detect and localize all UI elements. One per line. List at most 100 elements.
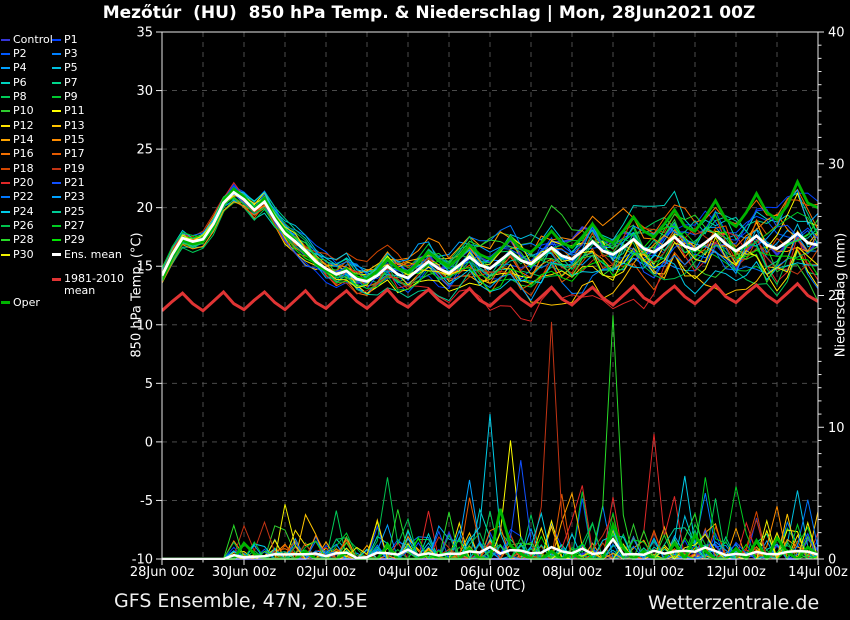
legend-label: P7 (64, 75, 78, 89)
left-tick-label: 30 (136, 84, 153, 99)
legend-item-p7: P7 (52, 76, 78, 89)
legend-swatch-p16 (1, 153, 10, 156)
legend-swatch-p7 (52, 81, 61, 84)
legend-label: P3 (64, 46, 78, 60)
legend-swatch-p12 (1, 124, 10, 127)
right-tick-label: 40 (828, 26, 845, 41)
x-tick-label: 14Jul 00z (788, 565, 848, 580)
legend-swatch-oper (1, 301, 10, 304)
legend-swatch-p24 (1, 210, 10, 213)
legend-item-oper: Oper (1, 296, 40, 309)
legend-swatch-p19 (52, 167, 61, 170)
legend-label: P22 (13, 190, 34, 204)
legend-label: P10 (13, 104, 34, 118)
x-tick-label: 30Jun 00z (212, 565, 277, 580)
legend-item-p3: P3 (52, 47, 78, 60)
legend-item-p1: P1 (52, 33, 78, 46)
legend-swatch-p1 (52, 38, 61, 41)
legend-swatch-p2 (1, 52, 10, 55)
legend-label: P28 (13, 233, 34, 247)
legend-item-p27: P27 (52, 220, 85, 233)
series-ens-mean-precip (162, 537, 818, 560)
legend-item-p14: P14 (1, 133, 34, 146)
legend-swatch-p26 (1, 225, 10, 228)
legend-item-p16: P16 (1, 148, 34, 161)
legend-label: P15 (64, 132, 85, 146)
footer-model-info: GFS Ensemble, 47N, 20.5E (114, 590, 368, 612)
legend-swatch-p5 (52, 67, 61, 70)
series-climate-mean-temp (162, 281, 818, 313)
legend-label: P26 (13, 219, 34, 233)
tick-labels: 35 30 25 20 15 10 5 0 -5 -10 40 30 20 10 0 28Jun 00z 30J… (130, 26, 848, 581)
legend-swatch-p6 (1, 81, 10, 84)
legend-item-p22: P22 (1, 191, 34, 204)
legend-item-p26: P26 (1, 220, 34, 233)
legend-label: P21 (64, 176, 85, 189)
series-p27-temp (162, 196, 818, 291)
legend-swatch-climate-mean (52, 278, 61, 281)
legend-label: P8 (13, 89, 27, 103)
legend-item-p17: P17 (52, 148, 85, 161)
legend-item-p24: P24 (1, 205, 34, 218)
legend-label: P20 (13, 176, 34, 189)
legend-item-p12: P12 (1, 119, 34, 132)
left-tick-label: 0 (145, 435, 153, 450)
legend-swatch-p29 (52, 239, 61, 242)
legend-item-p21: P21 (52, 177, 85, 190)
x-tick-label: 10Jul 00z (624, 565, 684, 580)
legend-label: P17 (64, 147, 85, 161)
legend-label: P24 (13, 204, 34, 218)
x-tick-label: 12Jul 00z (706, 565, 766, 580)
legend-label: P12 (13, 118, 34, 132)
right-tick-label: 20 (828, 289, 845, 304)
left-tick-label: -5 (140, 494, 153, 509)
left-tick-label: -10 (132, 553, 153, 568)
series-p24-temp (162, 189, 818, 295)
legend-item-p20: P20 (1, 177, 34, 190)
legend-label: P9 (64, 89, 78, 103)
x-tick-label: 04Jul 00z (378, 565, 438, 580)
legend-swatch-p22 (1, 196, 10, 199)
legend-swatch-p15 (52, 138, 61, 141)
right-tick-label: 10 (828, 421, 845, 436)
legend-label: 1981-2010 mean (64, 272, 124, 297)
legend-label: P2 (13, 46, 27, 60)
legend-label: P29 (64, 233, 85, 247)
legend-item-p11: P11 (52, 105, 85, 118)
legend-item-p19: P19 (52, 162, 85, 175)
legend-item-p25: P25 (52, 205, 85, 218)
legend-label: P18 (13, 161, 34, 175)
left-tick-label: 25 (136, 143, 153, 158)
x-axis-label: Date (UTC) (454, 579, 526, 594)
legend-label: P1 (64, 32, 78, 46)
x-tick-label: 06Jul 00z (460, 565, 520, 580)
legend-label: Oper (13, 295, 40, 309)
legend-swatch-control (1, 38, 10, 41)
left-tick-label: 10 (136, 318, 153, 333)
legend-swatch-p20 (1, 182, 10, 184)
left-tick-label: 15 (136, 260, 153, 275)
legend-swatch-p25 (52, 210, 61, 213)
legend-swatch-p10 (1, 110, 10, 113)
right-tick-label: 30 (828, 157, 845, 172)
legend-label: P11 (64, 104, 85, 118)
legend-swatch-ens-mean (52, 253, 61, 257)
legend-item-p6: P6 (1, 76, 27, 89)
legend-label: P4 (13, 61, 27, 75)
x-tick-label: 02Jul 00z (296, 565, 356, 580)
legend-item-p13: P13 (52, 119, 85, 132)
legend-label: Ens. mean (64, 247, 122, 261)
right-tick-label: 0 (828, 553, 836, 568)
left-tick-label: 35 (136, 26, 153, 41)
legend-swatch-p27 (52, 225, 61, 228)
legend-swatch-p4 (1, 67, 10, 70)
legend-label: P25 (64, 204, 85, 218)
legend-swatch-p13 (52, 124, 61, 127)
legend-label: P5 (64, 61, 78, 75)
legend-item-p23: P23 (52, 191, 85, 204)
right-axis-label: Niederschlag (mm) (833, 232, 849, 358)
legend-label: P6 (13, 75, 27, 89)
axis-ticks (156, 31, 824, 565)
legend-label: P14 (13, 132, 34, 146)
